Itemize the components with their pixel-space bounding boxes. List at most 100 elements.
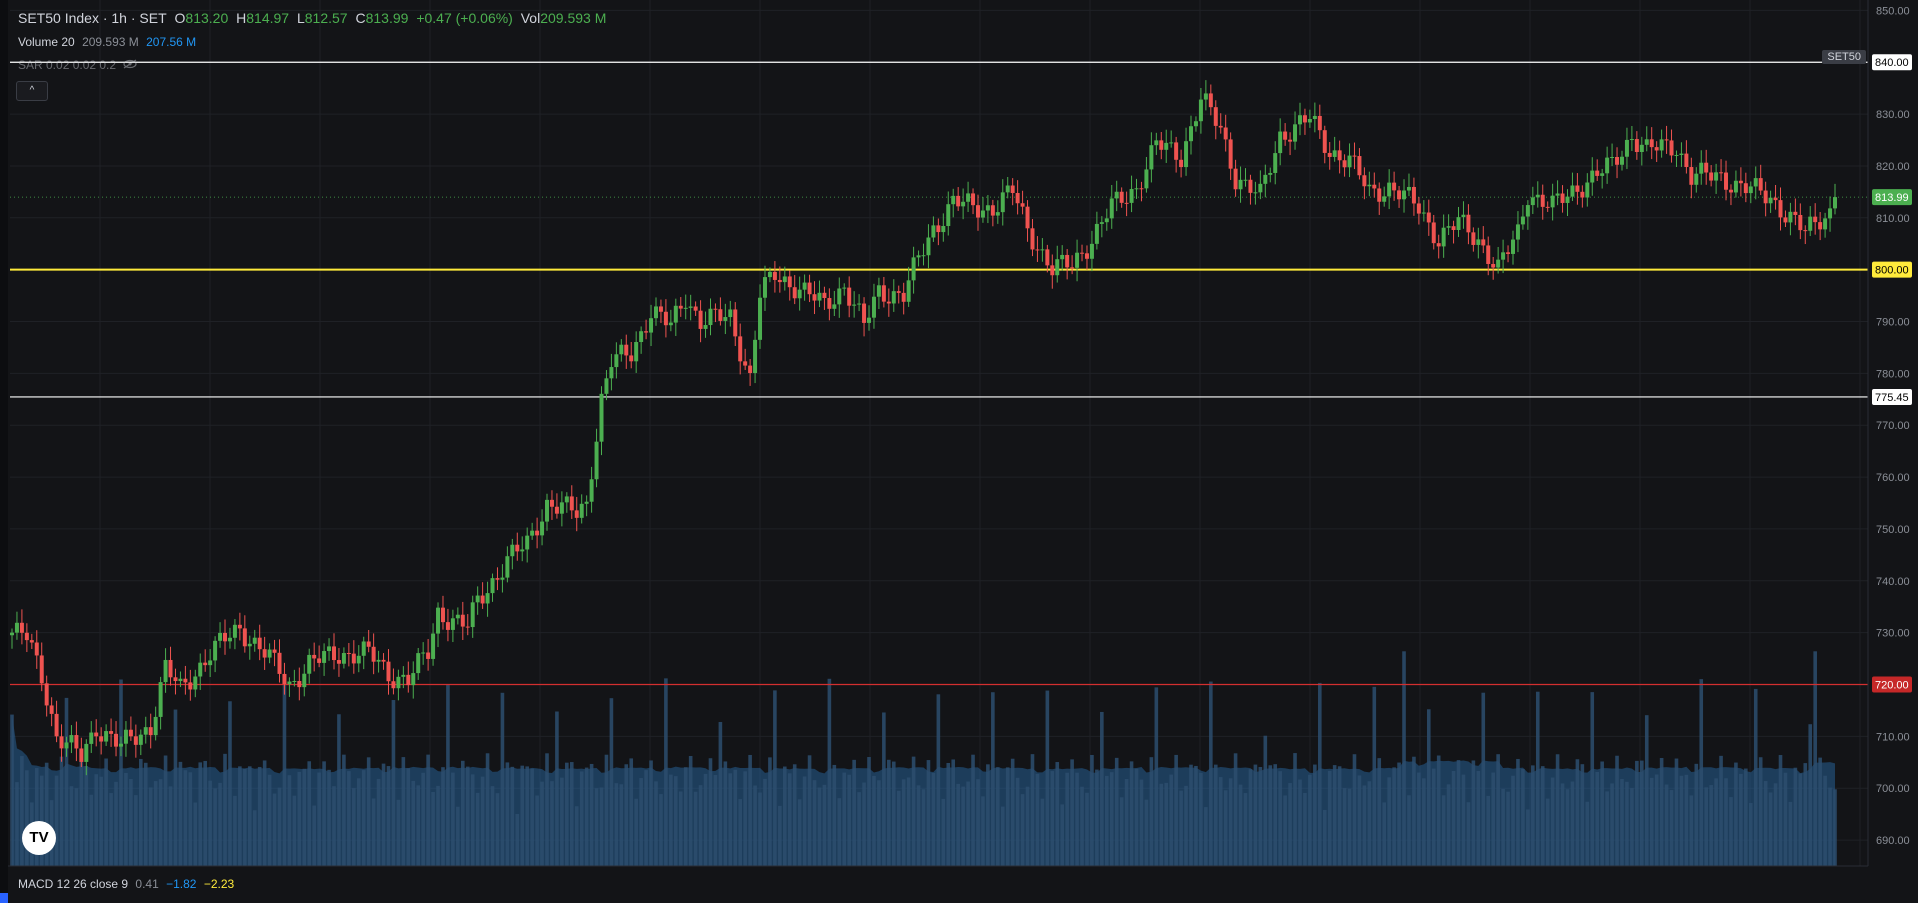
candle-body	[485, 593, 490, 604]
candle-body	[505, 556, 510, 578]
volume-bar	[317, 772, 321, 866]
candle-body	[59, 736, 64, 749]
candle-body	[1288, 139, 1293, 142]
candle-body	[1585, 182, 1590, 198]
volume-bar	[446, 684, 450, 866]
candle-body	[1159, 140, 1164, 150]
macd-indicator-name[interactable]: MACD 12 26 close 9	[18, 877, 129, 891]
volume-bar	[1689, 795, 1694, 866]
volume-bar	[763, 778, 767, 866]
candle-body	[708, 308, 713, 326]
candle-body	[1511, 239, 1516, 254]
candle-body	[1570, 185, 1575, 197]
volume-bar	[827, 678, 832, 866]
volume-bar	[352, 788, 356, 866]
candle-body	[743, 361, 748, 366]
volume-bar	[1397, 762, 1401, 866]
volume-bar	[1714, 778, 1718, 866]
volume-bar	[956, 783, 960, 866]
candle-body	[381, 659, 386, 662]
candle-body	[971, 193, 976, 206]
volume-bar	[129, 778, 133, 866]
eye-off-icon[interactable]	[123, 58, 138, 72]
candle-body	[188, 682, 193, 690]
candle-body	[242, 628, 247, 647]
volume-bar	[1263, 735, 1268, 866]
candle-body	[1644, 139, 1649, 145]
volume-indicator-name[interactable]: Volume 20	[18, 35, 75, 49]
volume-bar	[485, 753, 490, 866]
candle-body	[1000, 192, 1005, 213]
volume-bar	[99, 776, 103, 866]
volume-bar	[584, 767, 589, 866]
candle-body	[69, 735, 74, 743]
volume-bar	[1501, 788, 1505, 866]
candle-body	[1501, 252, 1506, 260]
volume-bar	[1610, 783, 1614, 866]
volume-bar	[243, 768, 247, 866]
open-value: 813.20	[185, 10, 229, 26]
symbol-title[interactable]: SET50 Index · 1h · SET	[18, 10, 167, 26]
volume-bar	[515, 813, 520, 866]
candle-body	[792, 287, 797, 299]
left-edge-marker	[0, 893, 8, 903]
candle-body	[1198, 99, 1203, 122]
candle-body	[1075, 252, 1080, 268]
volume-bar	[837, 798, 842, 866]
candle-body	[203, 662, 208, 666]
candle-body	[1724, 172, 1729, 190]
candle-body	[1669, 140, 1674, 156]
volume-bar	[1595, 771, 1600, 866]
sar-legend[interactable]: SAR 0.02 0.02 0.2	[18, 58, 141, 72]
volume-bar	[530, 768, 534, 866]
candle-body	[1733, 180, 1738, 193]
volume-legend[interactable]: Volume 20 209.593 M 207.56 M	[18, 35, 200, 49]
candle-body	[262, 649, 267, 658]
volume-bar	[188, 772, 193, 866]
candle-body	[1060, 254, 1065, 260]
volume-bar	[218, 782, 222, 866]
candle-body	[1664, 139, 1669, 141]
candle-body	[644, 331, 649, 333]
volume-bar	[54, 775, 59, 866]
volume-bar	[1362, 785, 1367, 866]
volume-bar	[847, 774, 851, 866]
volume-bar	[1258, 767, 1263, 866]
volume-bar	[1283, 795, 1287, 866]
low-value: 812.57	[304, 10, 348, 26]
candle-body	[1164, 142, 1169, 150]
candle-body	[1768, 197, 1773, 204]
candle-body	[1451, 226, 1456, 230]
candle-body	[1496, 259, 1501, 268]
candle-body	[173, 677, 178, 682]
candle-body	[128, 729, 133, 737]
candle-body	[158, 682, 163, 717]
volume-bar	[148, 787, 153, 866]
candle-body	[990, 205, 995, 216]
tradingview-logo[interactable]: TV	[22, 821, 56, 855]
candle-body	[490, 578, 495, 594]
volume-bar	[1268, 765, 1273, 866]
candle-body	[767, 271, 772, 278]
volume-bar	[1426, 709, 1431, 866]
candle-body	[1005, 185, 1010, 193]
candle-body	[1738, 180, 1743, 184]
volume-bar	[882, 712, 886, 866]
volume-bar	[1035, 773, 1040, 866]
candle-body	[832, 304, 837, 309]
price-tick-label: 810.00	[1876, 213, 1910, 225]
last-price-tag-bg	[1872, 189, 1912, 206]
volume-bar	[1526, 809, 1530, 866]
candle-body	[837, 288, 842, 305]
collapse-legend-button[interactable]: ^	[16, 81, 48, 101]
volume-bar	[297, 771, 302, 866]
volume-bar	[158, 779, 163, 866]
candle-body	[272, 649, 277, 653]
macd-legend[interactable]: MACD 12 26 close 9 0.41 −1.82 −2.23	[18, 877, 238, 891]
candle-body	[1545, 206, 1550, 208]
volume-bar	[916, 785, 921, 866]
volume-bar	[69, 786, 74, 866]
sar-indicator-name[interactable]: SAR 0.02 0.02 0.2	[18, 58, 117, 72]
volume-bar	[332, 786, 336, 866]
